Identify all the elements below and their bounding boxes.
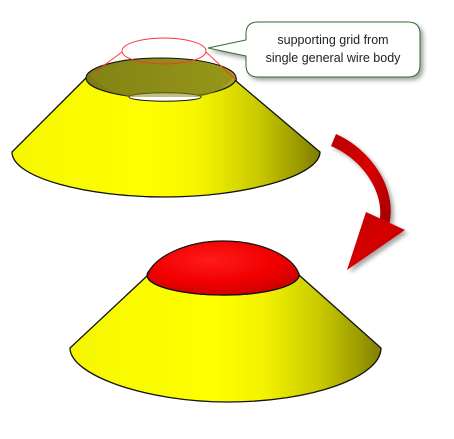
- callout-shape: [207, 21, 421, 78]
- callout-line-2: single general wire body: [266, 51, 402, 65]
- arrow-shaft: [331, 134, 391, 225]
- cone-with-dome-cap: [69, 240, 382, 403]
- top-cone-interior-wall: [90, 60, 234, 97]
- supporting-wire-link: [94, 51, 237, 81]
- supporting-wire-highlight: [121, 37, 207, 65]
- dome-cap: [146, 240, 300, 296]
- cone-with-opening: [11, 37, 321, 198]
- arrow-head: [347, 212, 405, 270]
- transition-arrow: [331, 134, 405, 270]
- callout-line-1: supporting grid from: [277, 33, 388, 47]
- callout-bubble: [207, 21, 421, 78]
- dome-rim-edge: [146, 273, 300, 296]
